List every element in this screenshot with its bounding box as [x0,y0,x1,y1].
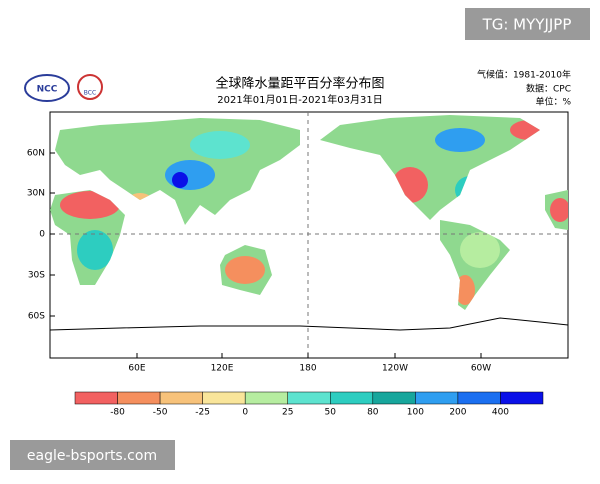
colorbar-box [287,391,331,405]
info: 单位：% [535,96,571,108]
colorbar-label: 80 [367,408,379,418]
colorbar-box [330,391,374,405]
colorbar-label: -80 [110,408,125,418]
colorbar-box [500,391,544,405]
lon-label: 60W [471,364,491,374]
title: 全球降水量距平百分率分布图 [215,76,384,92]
watermark-box [10,440,175,470]
colorbar-label: 100 [407,408,424,418]
info: 数据：CPC [526,83,571,95]
colorbar-box [415,391,459,405]
colorbar-label: -25 [195,408,210,418]
colorbar-box [117,391,161,405]
watermark: TG: MYYJJPP [482,16,572,34]
lon-label: 180 [299,364,316,374]
colorbar-box [244,391,288,405]
axis-labels: 60N 30N 0 30S 60S 60E 120E 180 120W 60W [27,149,491,374]
subtitle: 2021年01月01日-2021年03月31日 [217,93,382,106]
lat-label: 30S [28,271,45,281]
colorbar-box [202,391,246,405]
lat-label: 60N [27,149,45,159]
lat-label: 0 [39,230,45,240]
colorbar-box [159,391,203,405]
colorbar-label: -50 [153,408,168,418]
watermark: eagle-bsports.com [27,448,157,464]
lon-label: 120E [211,364,234,374]
lat-label: 60S [28,312,45,322]
colorbar: -80 -50 -25 0 25 50 80 100 200 400 [74,391,544,418]
colorbar-box [372,391,416,405]
logo: NCC [37,85,58,95]
info: 气候值：1981-2010年 [477,69,571,81]
logo-ring [24,74,70,102]
lon-label: 60E [128,364,145,374]
colorbar-box [74,391,118,405]
watermark-box [465,8,590,40]
colorbar-label: 200 [449,408,466,418]
colorbar-label: 400 [492,408,509,418]
antarctica [49,317,569,331]
colorbar-label: 25 [282,408,293,418]
lat-label: 30N [27,189,45,199]
colorbar-label: 0 [242,408,248,418]
lon-label: 120W [382,364,408,374]
colorbar-label: 50 [325,408,337,418]
logo-ring [77,74,103,100]
logo: BCC [84,90,96,97]
colorbar-box [457,391,501,405]
